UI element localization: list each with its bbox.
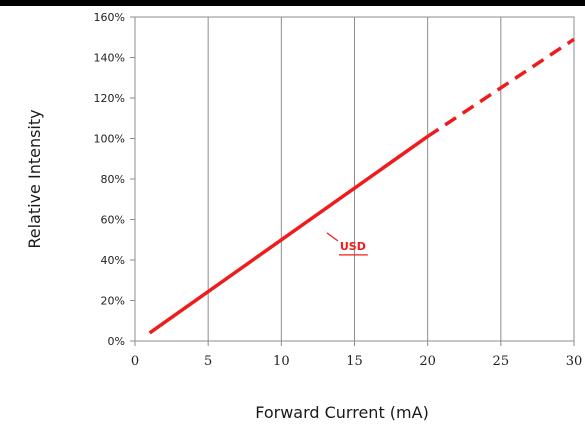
annotations: USD bbox=[326, 232, 368, 256]
x-tick-label: 0 bbox=[131, 354, 139, 369]
series-annotation-label: USD bbox=[340, 240, 366, 253]
x-tick-label: 10 bbox=[273, 354, 290, 369]
series bbox=[148, 37, 575, 335]
y-axis-ticks: 0% 20% 40% 60% 80% 100% 120% 140% 160% bbox=[94, 11, 135, 348]
x-axis-title: Forward Current (mA) bbox=[255, 403, 429, 422]
y-axis-title: Relative Intensity bbox=[25, 109, 44, 248]
y-tick-label: 120% bbox=[94, 92, 125, 105]
y-tick-label: 40% bbox=[101, 254, 125, 267]
series-line-solid bbox=[148, 135, 429, 335]
y-tick-label: 0% bbox=[108, 335, 125, 348]
series-line-dashed bbox=[426, 37, 575, 138]
grid-lines bbox=[207, 17, 502, 341]
x-tick-label: 30 bbox=[566, 354, 583, 369]
top-border bbox=[0, 0, 585, 6]
y-tick-label: 20% bbox=[101, 295, 125, 308]
annotation-leader bbox=[326, 232, 339, 242]
x-tick-label: 15 bbox=[346, 354, 363, 369]
y-tick-label: 160% bbox=[94, 11, 125, 24]
y-tick-label: 60% bbox=[101, 214, 125, 227]
y-tick-label: 80% bbox=[101, 173, 125, 186]
y-tick-label: 100% bbox=[94, 133, 125, 146]
x-axis-ticks: 0 5 10 15 20 25 30 bbox=[131, 341, 582, 369]
y-tick-label: 140% bbox=[94, 52, 125, 65]
x-tick-label: 5 bbox=[204, 354, 212, 369]
x-tick-label: 20 bbox=[419, 354, 436, 369]
x-tick-label: 25 bbox=[493, 354, 510, 369]
